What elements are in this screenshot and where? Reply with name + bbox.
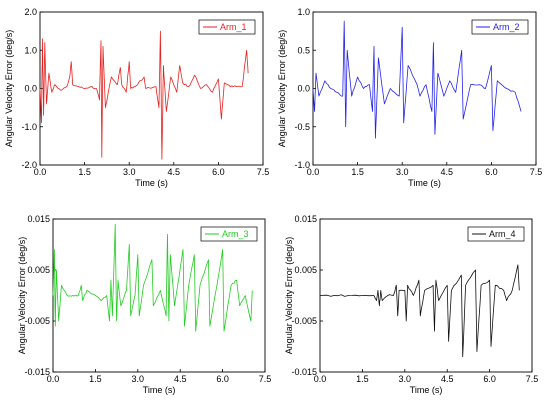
legend: Arm_3 [200,226,258,242]
y-tick-label: -0.015 [24,367,50,377]
x-axis-label: Time (s) [408,178,441,188]
y-axis-label: Angular Velocity Error (deg/s) [277,30,287,148]
x-tick-label: 4.5 [441,374,454,384]
x-tick-label: 0.0 [314,374,327,384]
legend-label: Arm_1 [220,22,247,32]
x-tick-label: 3.0 [132,374,145,384]
y-tick-label: 0.0 [24,84,37,94]
x-tick-label: 3.0 [123,167,136,177]
x-tick-label: 4.5 [441,167,454,177]
y-tick-label: -1.0 [21,122,37,132]
y-tick-label: -0.005 [291,316,317,326]
x-tick-label: 4.5 [168,167,181,177]
chart-panel-4: 0.0 1.5 3.0 4.5 6.0 7.5 -0.015 -0.005 0.005 0.015… [284,214,538,395]
y-axis-label: Angular Velocity Error (deg/s) [17,237,27,355]
y-tick-label: -0.5 [294,122,310,132]
x-tick-label: 4.5 [174,374,187,384]
x-tick-label: 0.0 [307,167,320,177]
y-tick-label: 1.0 [24,45,37,55]
x-tick-label: 1.5 [78,167,91,177]
series-line-arm_2 [312,20,522,139]
y-tick-label: -0.015 [291,367,317,377]
y-tick-label: 0.015 [27,214,50,224]
x-tick-label: 6.0 [483,374,496,384]
y-tick-label: 2.0 [24,7,37,17]
y-tick-label: -0.005 [24,316,50,326]
x-tick-label: 1.5 [89,374,102,384]
legend-box [200,226,258,242]
y-tick-label: 0.005 [294,265,317,275]
legend: Arm_4 [467,226,525,242]
y-tick-label: -1.0 [294,160,310,170]
x-tick-label: 6.0 [216,374,229,384]
y-tick-label: 0.5 [297,45,310,55]
series-line-arm_4 [319,264,520,358]
x-tick-label: 1.5 [351,167,364,177]
chart-panel-2: 0.0 1.5 3.0 4.5 6.0 7.5 -1.0 -0.5 0.0 0.5 1.0 Time … [277,7,542,188]
legend: Arm_2 [471,19,529,35]
y-axis-label: Angular Velocity Error (deg/s) [4,30,14,148]
y-tick-label: 0.0 [297,84,310,94]
x-tick-label: 0.0 [34,167,47,177]
x-tick-label: 7.5 [259,374,272,384]
series-line-arm_3 [52,223,253,332]
y-tick-label: -2.0 [21,160,37,170]
x-tick-label: 7.5 [530,167,543,177]
x-tick-label: 6.0 [212,167,225,177]
x-axis-label: Time (s) [410,385,443,395]
y-tick-label: 0.015 [294,214,317,224]
x-tick-label: 3.0 [396,167,409,177]
legend-label: Arm_4 [489,229,516,239]
legend: Arm_1 [198,19,256,35]
x-tick-label: 3.0 [399,374,412,384]
legend-label: Arm_3 [222,229,249,239]
y-axis-label: Angular Velocity Error (deg/s) [284,237,294,355]
x-tick-label: 0.0 [47,374,60,384]
x-axis-label: Time (s) [135,178,168,188]
plot-frame [39,11,264,166]
x-tick-label: 7.5 [526,374,539,384]
chart-panel-1: 0.0 1.5 3.0 4.5 6.0 7.5 -2.0 -1.0 0.0 1.0 2.0 Time … [4,7,269,188]
legend-box [471,19,529,35]
x-tick-label: 1.5 [356,374,369,384]
x-axis-label: Time (s) [143,385,176,395]
legend-label: Arm_2 [493,22,520,32]
legend-box [198,19,256,35]
x-tick-label: 6.0 [485,167,498,177]
x-tick-label: 7.5 [257,167,270,177]
y-tick-label: 0.005 [27,265,50,275]
legend-box [467,226,525,242]
y-tick-label: 1.0 [297,7,310,17]
series-line-arm_1 [39,30,249,160]
chart-panel-3: 0.0 1.5 3.0 4.5 6.0 7.5 -0.015 -0.005 0.005 0.015… [17,214,271,395]
